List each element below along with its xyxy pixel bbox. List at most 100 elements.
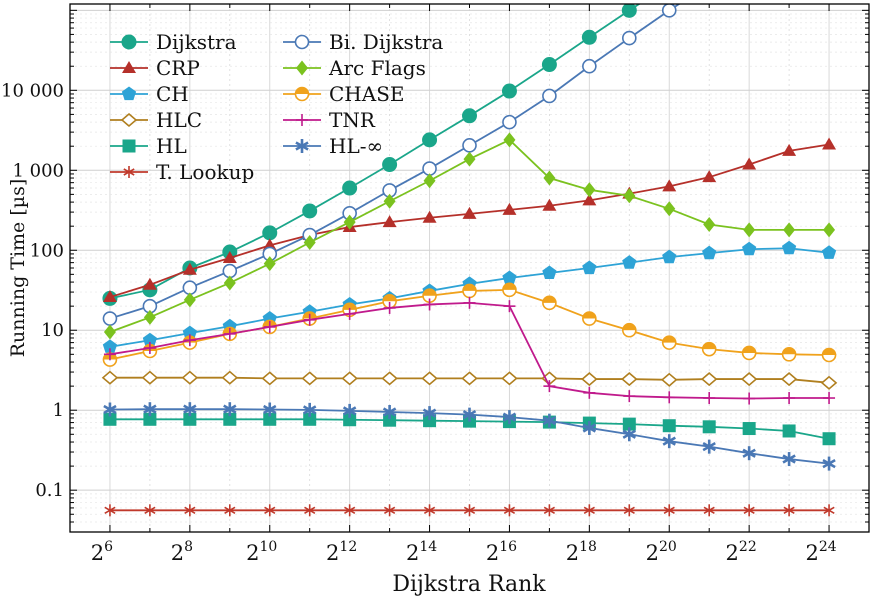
x-tick-label: 220 [646,539,677,565]
series-crp [102,137,837,303]
data-point [103,412,117,426]
data-point [581,372,598,387]
legend-item: HL-∞ [283,134,383,158]
data-point [700,372,718,387]
data-point [703,216,716,232]
data-point [542,295,557,311]
data-point [663,391,676,404]
data-point [663,504,675,517]
data-point [621,372,638,387]
data-point [421,371,438,386]
data-point [582,311,597,326]
data-point [823,392,836,405]
data-point [502,202,517,215]
data-point [822,456,836,471]
x-tick-label: 26 [91,539,113,565]
data-point [423,504,436,517]
plot-frame [69,3,870,533]
plot-area [101,4,838,517]
legend-item: CHASE [283,82,405,106]
data-point [103,348,116,361]
data-point [502,114,517,130]
legend-item: T. Lookup [110,160,254,184]
data-point [542,88,557,104]
data-point [542,198,557,211]
data-point [182,325,197,340]
data-point [304,504,316,517]
legend-label: CRP [156,56,200,80]
data-point [423,173,436,189]
data-point [622,417,636,431]
legend-marker [294,86,310,102]
data-point [821,245,837,259]
legend-marker [121,86,137,101]
data-point [303,313,316,326]
data-point [702,420,716,434]
data-point [144,504,156,517]
data-point [461,371,478,386]
data-point [623,188,636,204]
data-point [621,322,637,338]
data-point [141,370,159,385]
data-point [783,392,796,405]
data-point [182,262,197,275]
data-point [583,182,596,198]
legend-label: CH [156,82,189,106]
data-point [223,275,236,291]
data-point [781,347,797,362]
legend-marker [122,61,136,73]
data-point [263,412,277,426]
series-arc-flags [103,132,836,340]
data-point [383,193,396,209]
legend-item: TNR [283,108,376,132]
data-point [103,324,116,340]
data-point [662,419,676,433]
data-point [621,4,637,18]
series-tnr [103,296,836,405]
data-point [782,424,796,438]
data-point [582,420,597,435]
legend-label: Arc Flags [328,56,426,80]
series-hl [103,402,836,471]
legend-label: HL-∞ [329,134,383,158]
data-point [343,413,357,427]
data-point [501,371,518,386]
y-tick-label: 10 [41,320,64,341]
data-point [702,439,716,454]
data-point [542,413,557,428]
data-point [223,402,237,417]
data-point [822,137,837,150]
data-point [622,427,637,442]
data-point [661,372,678,387]
data-point [583,386,596,399]
data-point [502,270,517,285]
data-point [383,413,397,427]
data-point [262,225,278,241]
data-point [783,222,796,238]
data-point [422,210,437,223]
data-point [542,265,557,280]
data-point [702,245,717,260]
data-point [582,260,597,275]
data-point [223,412,237,426]
data-point [541,57,557,73]
data-point [622,255,637,269]
data-point [183,412,197,426]
legend-label: Bi. Dijkstra [329,30,443,54]
legend-marker [296,114,308,126]
data-point [382,157,398,173]
data-point [662,249,677,264]
legend-marker [121,34,137,50]
data-point [221,370,239,385]
legend-item: CH [110,82,189,106]
legend-marker [296,60,308,76]
data-point [462,206,477,219]
data-point [183,334,196,347]
x-tick-label: 212 [326,539,357,565]
series-line [109,4,681,320]
data-point [183,292,196,308]
y-tick-label: 1 000 [12,160,64,181]
data-point [142,277,157,290]
data-point [543,504,555,517]
